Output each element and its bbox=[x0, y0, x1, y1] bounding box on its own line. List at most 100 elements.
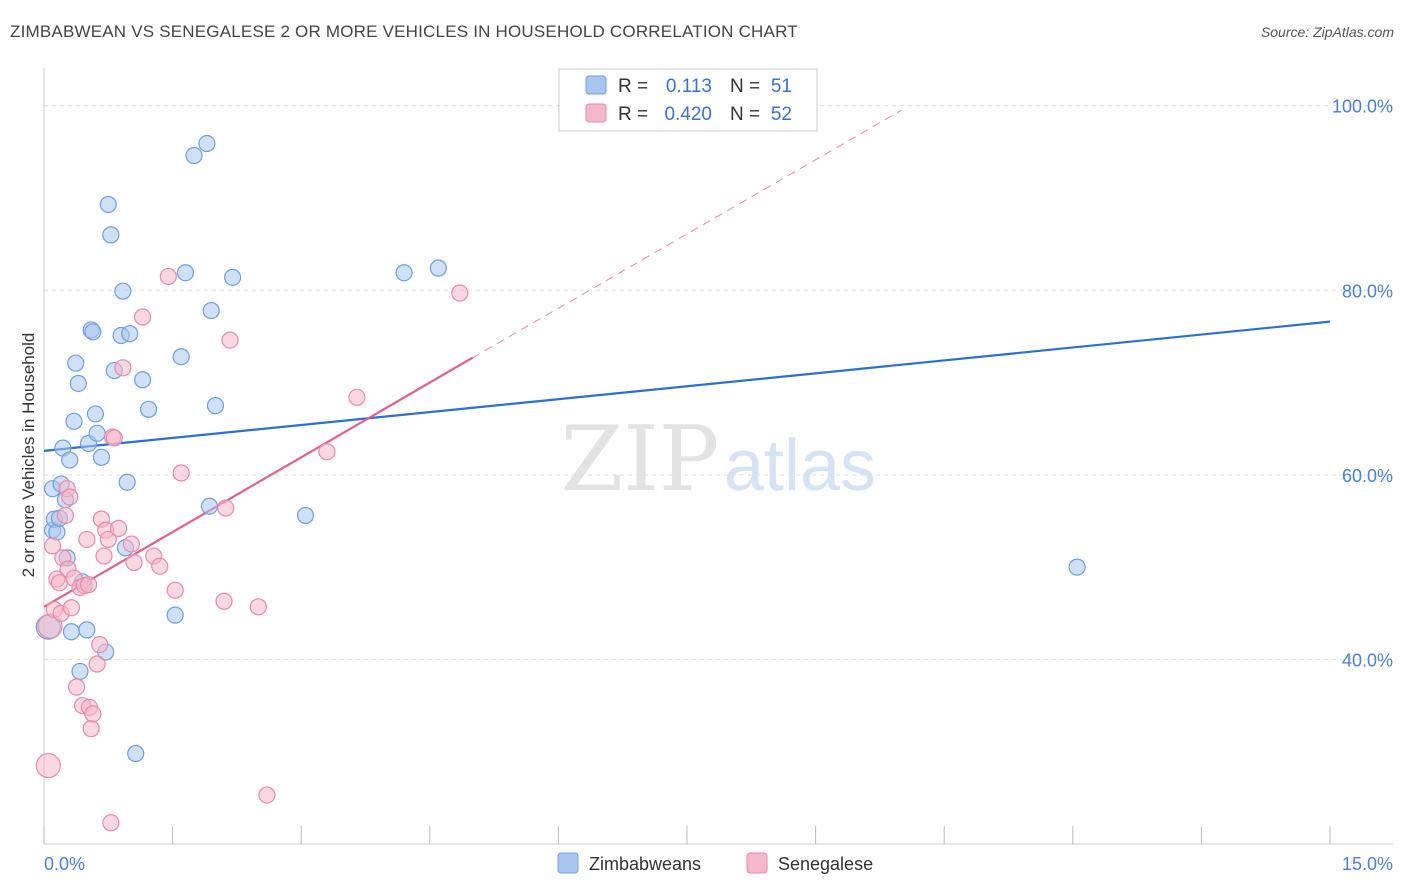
senegalese-point bbox=[95, 547, 113, 565]
zimbabweans-point bbox=[172, 348, 190, 366]
bottom-legend-swatch-senegalese bbox=[746, 852, 768, 874]
zimbabweans-point bbox=[202, 301, 220, 320]
y-tick-label-80: 80.0% bbox=[1342, 281, 1393, 301]
senegalese-point bbox=[258, 786, 276, 804]
trendline-extension-senegalese bbox=[472, 109, 902, 359]
senegalese-point bbox=[88, 655, 106, 673]
zimbabweans-point bbox=[61, 451, 79, 469]
zimbabweans-point bbox=[99, 195, 117, 214]
zimbabweans-point bbox=[118, 473, 136, 491]
zimbabweans-point bbox=[114, 282, 132, 300]
trendline-senegalese bbox=[43, 356, 474, 608]
watermark-atlas: atlas bbox=[724, 426, 876, 506]
zimbabweans-point bbox=[65, 412, 83, 430]
senegalese-point bbox=[79, 576, 98, 594]
zimbabweans-point bbox=[67, 354, 85, 372]
senegalese-point bbox=[67, 678, 86, 696]
zimbabweans-point bbox=[69, 374, 87, 393]
legend-swatch-zimbabweans bbox=[585, 75, 607, 95]
senegalese-point bbox=[78, 530, 96, 549]
senegalese-point bbox=[43, 537, 62, 555]
zimbabweans-point bbox=[84, 323, 102, 341]
zimbabweans-point bbox=[78, 621, 96, 639]
zimbabweans-point bbox=[121, 325, 139, 343]
zimbabweans-point bbox=[224, 268, 242, 286]
legend-r-value-2: 0.420 bbox=[664, 104, 712, 125]
senegalese-point bbox=[122, 535, 141, 553]
zimbabweans-point bbox=[92, 448, 111, 466]
zimbabweans-point bbox=[395, 264, 413, 282]
senegalese-point bbox=[114, 359, 132, 377]
senegalese-point bbox=[35, 752, 61, 779]
zimbabweans-point bbox=[198, 134, 216, 153]
legend-r-label-2: R = bbox=[618, 104, 648, 125]
senegalese-point bbox=[125, 553, 143, 572]
bottom-legend-swatch-zimbabweans bbox=[557, 852, 579, 874]
zimbabweans-point bbox=[62, 623, 81, 641]
senegalese-point bbox=[348, 388, 366, 406]
bottom-legend-label-zimbabweans: Zimbabweans bbox=[589, 854, 701, 874]
zimbabweans-point bbox=[102, 226, 120, 244]
senegalese-point bbox=[318, 443, 336, 461]
senegalese-point bbox=[215, 592, 233, 610]
senegalese-point bbox=[99, 530, 117, 549]
zimbabweans-point bbox=[166, 606, 184, 624]
zimbabweans-point bbox=[86, 405, 105, 423]
zimbabweans-point bbox=[429, 259, 447, 277]
series-legend: Zimbabweans Senegalese bbox=[557, 852, 873, 874]
zimbabweans-point bbox=[88, 424, 106, 442]
y-tick-label-60: 60.0% bbox=[1342, 466, 1393, 486]
senegalese-point bbox=[451, 284, 469, 302]
trendlines bbox=[43, 109, 1331, 608]
zimbabweans-point bbox=[206, 397, 225, 415]
senegalese-point bbox=[56, 506, 75, 525]
x-tick-min: 0.0% bbox=[44, 854, 85, 874]
source-credit: Source: ZipAtlas.com bbox=[1260, 24, 1394, 40]
bottom-legend-label-senegalese: Senegalese bbox=[778, 854, 873, 874]
legend-swatch-senegalese bbox=[585, 103, 607, 123]
senegalese-point bbox=[61, 488, 79, 506]
zimbabweans-point bbox=[133, 371, 152, 389]
senegalese-point bbox=[91, 636, 109, 654]
trendline-zimbabweans bbox=[43, 320, 1331, 452]
watermark-zip: ZIP bbox=[561, 407, 720, 512]
senegalese-point bbox=[102, 814, 120, 832]
senegalese-point bbox=[159, 267, 177, 286]
chart-title: ZIMBABWEAN VS SENEGALESE 2 OR MORE VEHIC… bbox=[10, 22, 798, 41]
senegalese-point bbox=[105, 429, 123, 447]
senegalese-point bbox=[166, 581, 184, 599]
senegalese-point bbox=[172, 464, 190, 482]
senegalese-point bbox=[50, 574, 69, 592]
zimbabweans-point bbox=[185, 146, 203, 165]
stats-legend: R = 0.113 N = 51 R = 0.420 N = 52 bbox=[558, 68, 818, 132]
y-tick-label-100: 100.0% bbox=[1332, 97, 1393, 117]
y-tick-label-40: 40.0% bbox=[1342, 650, 1393, 670]
senegalese-point bbox=[249, 598, 267, 616]
senegalese-point bbox=[221, 331, 239, 349]
y-tick-labels: 40.0% 60.0% 80.0% 100.0% bbox=[1332, 97, 1393, 671]
zimbabweans-point bbox=[139, 400, 158, 418]
legend-n-value-2: 52 bbox=[771, 104, 792, 125]
senegalese-point bbox=[151, 557, 169, 575]
zimbabweans-point bbox=[296, 506, 315, 525]
senegalese-point bbox=[133, 308, 152, 326]
axes bbox=[43, 68, 1393, 845]
legend-n-value-1: 51 bbox=[771, 76, 792, 97]
data-points bbox=[35, 134, 1086, 832]
senegalese-point bbox=[82, 720, 100, 738]
legend-r-label-1: R = bbox=[618, 76, 648, 97]
y-axis-label: 2 or more Vehicles in Household bbox=[19, 333, 38, 578]
senegalese-point bbox=[217, 499, 235, 517]
senegalese-point bbox=[109, 519, 128, 537]
senegalese-point bbox=[84, 705, 102, 723]
x-tick-max: 15.0% bbox=[1342, 854, 1393, 874]
legend-n-label-1: N = bbox=[730, 76, 760, 97]
senegalese-point bbox=[62, 599, 81, 617]
zimbabweans-point bbox=[1068, 558, 1086, 576]
zimbabweans-point bbox=[176, 264, 195, 282]
legend-r-value-1: 0.113 bbox=[666, 76, 712, 97]
zimbabweans-point bbox=[200, 497, 219, 515]
zimbabweans-point bbox=[127, 744, 145, 763]
zimbabweans-point bbox=[71, 662, 89, 681]
